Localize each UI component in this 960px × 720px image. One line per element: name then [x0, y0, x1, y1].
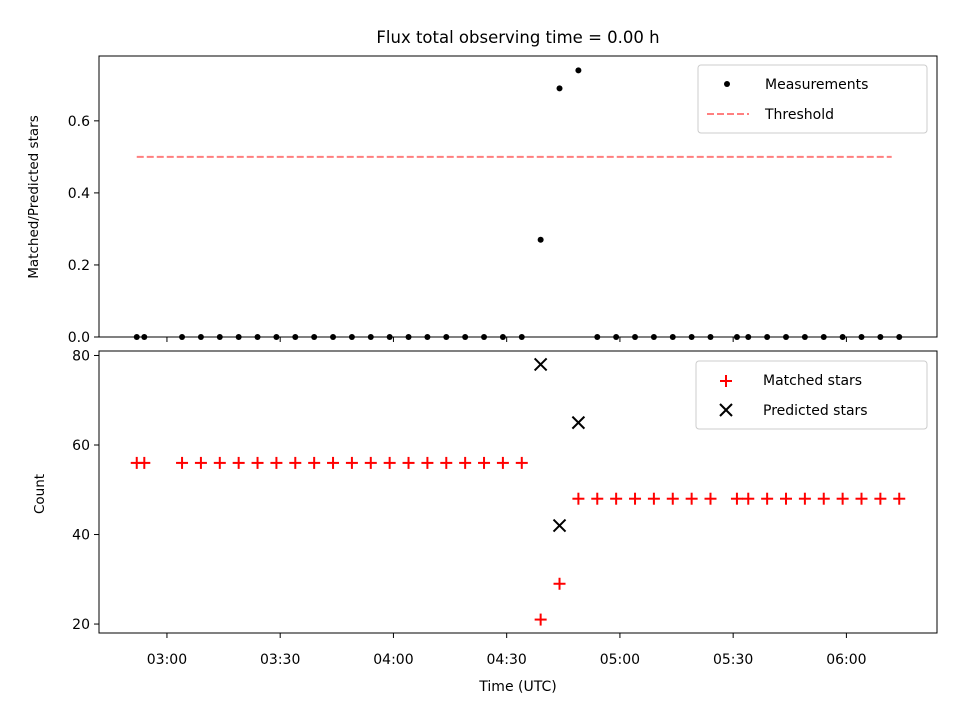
legend-matched-label: Matched stars: [763, 373, 862, 389]
matched-star-point: [666, 492, 679, 505]
bottom-y-tick-label: 60: [72, 438, 90, 454]
predicted-star-point: [571, 415, 586, 430]
bottom-panel: Count Time (UTC) 03:00 03:30 04:00 04:30 05:…: [32, 348, 938, 695]
matched-star-point: [421, 456, 434, 469]
bottom-legend: Matched stars Predicted stars: [695, 360, 928, 430]
matched-star-point: [742, 492, 755, 505]
matched-star-point: [327, 456, 340, 469]
matched-star-point: [176, 456, 189, 469]
x-axis-label: Time (UTC): [478, 679, 556, 695]
top-axes-frame: [98, 55, 938, 338]
matched-star-point: [194, 456, 207, 469]
legend-predicted-label: Predicted stars: [763, 403, 868, 419]
matched-star-point: [730, 492, 743, 505]
matched-star-point: [289, 456, 302, 469]
top-legend-box: [697, 64, 928, 134]
matched-star-point: [364, 456, 377, 469]
matched-star-point: [817, 492, 830, 505]
top-y-tick-label: 0.4: [68, 186, 90, 202]
predicted-star-point: [552, 518, 567, 533]
predicted-star-point: [533, 357, 548, 372]
bottom-y-tick-label: 80: [72, 348, 90, 364]
matched-star-point: [572, 492, 585, 505]
matched-star-point: [553, 577, 566, 590]
matched-star-point: [383, 456, 396, 469]
matched-star-point: [855, 492, 868, 505]
top-y-axis-label: Matched/Predicted stars: [26, 115, 42, 278]
x-tick-label: 03:00: [147, 652, 187, 668]
chart-title: Flux total observing time = 0.00 h: [376, 28, 659, 47]
matched-star-point: [704, 492, 717, 505]
top-panel: Matched/Predicted stars 0.0 0.2 0.4 0.6 Mea…: [26, 55, 938, 346]
matched-star-point: [345, 456, 358, 469]
bottom-axes-frame: [98, 350, 938, 634]
matched-star-point: [591, 492, 604, 505]
legend-measurements-label: Measurements: [765, 77, 868, 93]
matched-star-point: [270, 456, 283, 469]
x-tick-label: 04:00: [373, 652, 413, 668]
matched-star-point: [893, 492, 906, 505]
legend-matched-marker: [720, 375, 732, 387]
x-tick-label: 04:30: [486, 652, 526, 668]
matched-star-point: [685, 492, 698, 505]
top-y-tick-label: 0.2: [68, 258, 90, 274]
bottom-y-tick-label: 20: [72, 617, 90, 633]
bottom-y-tick-label: 40: [72, 528, 90, 544]
x-tick-label: 05:30: [713, 652, 753, 668]
x-tick-label: 06:00: [826, 652, 866, 668]
legend-measurements-marker: [724, 81, 730, 87]
measurement-point: [537, 236, 544, 243]
x-tick-label: 03:30: [260, 652, 300, 668]
matched-star-point: [308, 456, 321, 469]
legend-predicted-marker: [719, 403, 733, 417]
matched-star-point: [251, 456, 264, 469]
top-legend: Measurements Threshold: [697, 64, 928, 134]
measurement-point: [575, 67, 582, 74]
matched-star-point: [232, 456, 245, 469]
matched-star-point: [761, 492, 774, 505]
legend-threshold-label: Threshold: [764, 107, 834, 123]
matched-star-point: [459, 456, 472, 469]
matched-star-point: [496, 456, 509, 469]
top-y-tick-label: 0.6: [68, 114, 90, 130]
matched-star-point: [798, 492, 811, 505]
matched-star-point: [874, 492, 887, 505]
matched-star-point: [534, 613, 547, 626]
matched-star-point: [629, 492, 642, 505]
matched-star-point: [836, 492, 849, 505]
matched-star-point: [440, 456, 453, 469]
measurement-point: [556, 85, 563, 92]
matched-star-point: [780, 492, 793, 505]
matched-star-point: [402, 456, 415, 469]
bottom-legend-box: [695, 360, 928, 430]
bottom-y-axis-label: Count: [32, 474, 48, 514]
matched-star-point: [647, 492, 660, 505]
matched-star-point: [213, 456, 226, 469]
matched-star-point: [610, 492, 623, 505]
matched-star-point: [515, 456, 528, 469]
top-y-tick-label: 0.0: [68, 330, 90, 346]
matched-star-point: [138, 456, 151, 469]
matched-star-point: [478, 456, 491, 469]
x-tick-label: 05:00: [600, 652, 640, 668]
